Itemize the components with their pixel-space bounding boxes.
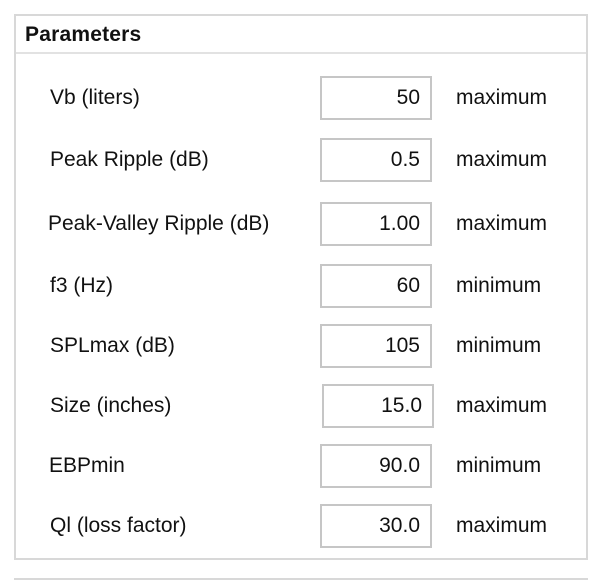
param-label: EBPmin (49, 454, 125, 477)
param-row-size: Size (inches) maximum (16, 384, 586, 428)
ebpmin-input[interactable] (320, 444, 432, 488)
param-row-peak-valley-ripple: Peak-Valley Ripple (dB) maximum (16, 202, 586, 246)
param-label: Vb (liters) (50, 86, 140, 109)
param-limit: minimum (456, 454, 542, 477)
param-limit: minimum (456, 274, 542, 297)
param-label: SPLmax (dB) (50, 334, 175, 357)
param-limit: maximum (456, 86, 548, 109)
param-label: f3 (Hz) (50, 274, 113, 297)
param-label: Peak Ripple (dB) (50, 148, 209, 171)
param-limit: maximum (456, 212, 548, 235)
param-limit: maximum (456, 514, 548, 537)
vb-input[interactable] (320, 76, 432, 120)
param-row-peak-ripple: Peak Ripple (dB) maximum (16, 138, 586, 182)
param-label: Size (inches) (50, 394, 172, 417)
splmax-input[interactable] (320, 324, 432, 368)
peak-ripple-input[interactable] (320, 138, 432, 182)
param-limit: maximum (456, 148, 548, 171)
param-limit: maximum (456, 394, 548, 417)
f3-input[interactable] (320, 264, 432, 308)
param-row-vb: Vb (liters) maximum (16, 76, 586, 120)
param-row-splmax: SPLmax (dB) minimum (16, 324, 586, 368)
param-row-ebpmin: EBPmin minimum (16, 444, 586, 488)
panel-title: Parameters (25, 23, 142, 46)
param-label: Peak-Valley Ripple (dB) (48, 212, 270, 235)
param-row-ql: Ql (loss factor) maximum (16, 504, 586, 548)
param-row-f3: f3 (Hz) minimum (16, 264, 586, 308)
peak-valley-ripple-input[interactable] (320, 202, 432, 246)
param-limit: minimum (456, 334, 542, 357)
param-label: Ql (loss factor) (50, 514, 187, 537)
divider (14, 578, 588, 580)
parameters-panel: Parameters Vb (liters) maximum Peak Ripp… (14, 14, 588, 560)
size-input[interactable] (322, 384, 434, 428)
ql-input[interactable] (320, 504, 432, 548)
panel-header: Parameters (16, 16, 586, 54)
